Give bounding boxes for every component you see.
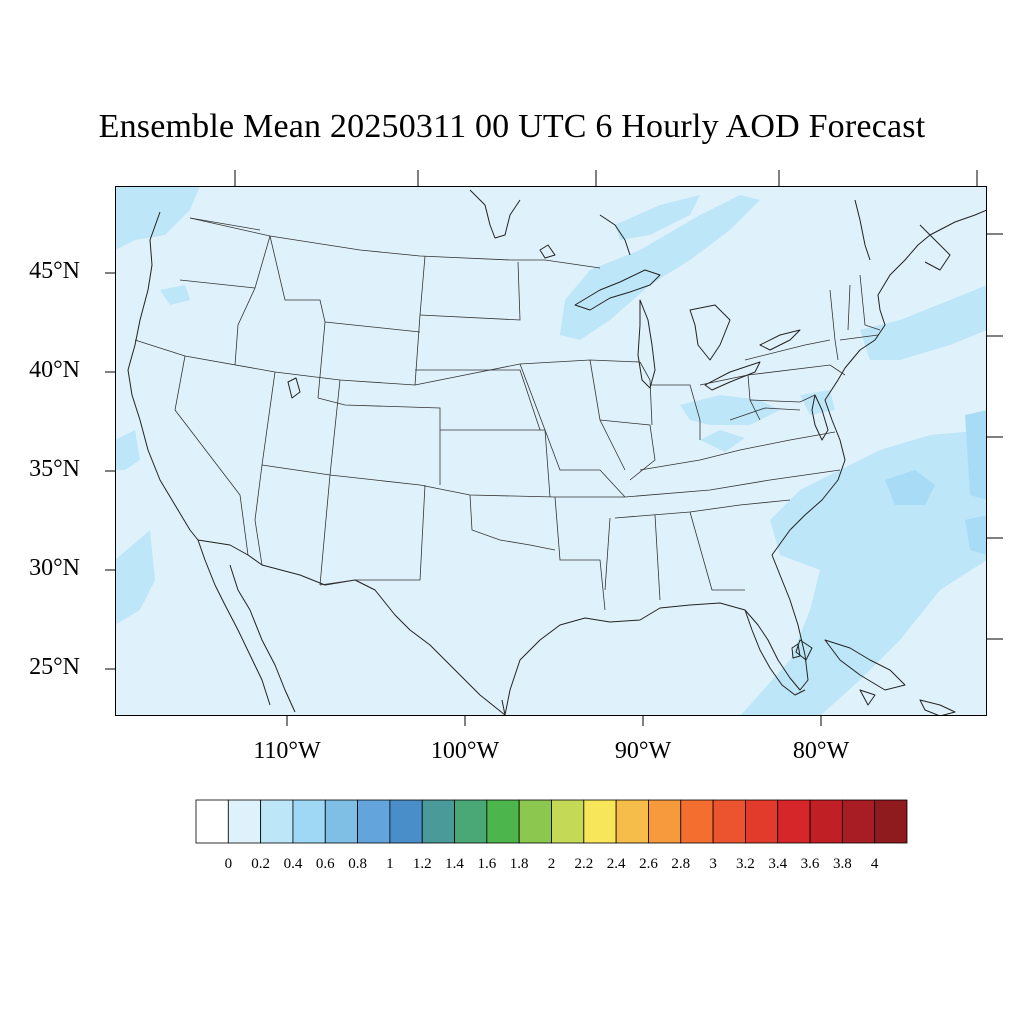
colorbar-swatch: [745, 799, 779, 844]
colorbar-swatch: [809, 799, 843, 844]
colorbar-tick-label: 3.2: [736, 856, 755, 872]
colorbar-swatch: [486, 799, 520, 844]
colorbar-swatch: [260, 799, 294, 844]
colorbar-swatch: [454, 799, 488, 844]
colorbar-swatch: [841, 799, 876, 844]
colorbar-swatch: [680, 799, 714, 844]
page-title: Ensemble Mean 20250311 00 UTC 6 Hourly A…: [98, 108, 926, 145]
lat-label-40n: 40°N: [29, 357, 80, 383]
colorbar-tick-label: 1.8: [509, 856, 529, 872]
colorbar-tick-label: 0.8: [348, 856, 367, 872]
colorbar-tick-label: 2.6: [639, 856, 658, 872]
colorbar-tick-label: 1.6: [477, 856, 497, 872]
lon-label-100w: 100°W: [430, 738, 500, 764]
colorbar-tick-label: 1.4: [445, 856, 464, 872]
colorbar-tick-label: 1.2: [412, 856, 432, 872]
lon-label-110w: 110°W: [253, 738, 321, 764]
colorbar-swatch: [389, 799, 423, 844]
colorbar-tick-label: 3.6: [800, 856, 820, 872]
colorbar-swatch: [615, 799, 649, 844]
colorbar-tick-label: 1: [386, 856, 394, 872]
state-boundaries: [134, 217, 881, 611]
colorbar-swatch: [292, 799, 326, 844]
colorbar-swatch: [583, 799, 617, 844]
colorbar-swatch: [324, 799, 358, 844]
lon-label-80w: 80°W: [792, 738, 850, 764]
colorbar-swatch: [195, 799, 229, 844]
colorbar-swatch: [551, 799, 585, 844]
colorbar-tick-label: 3.4: [768, 856, 788, 872]
lat-label-30n: 30°N: [29, 555, 80, 581]
aod-plume-cores: [885, 410, 987, 555]
colorbar-tick-label: 0.4: [283, 856, 303, 872]
lon-label-90w: 90°W: [614, 738, 672, 764]
colorbar-swatch: [518, 799, 552, 844]
colorbar-tick-label: 2.2: [574, 856, 594, 872]
colorbar-tick-label: 2: [547, 856, 556, 872]
axis-ticks: [105, 170, 1003, 726]
colorbar-swatch: [648, 799, 682, 844]
colorbar-swatch: [227, 799, 262, 844]
colorbar-swatch: [874, 799, 908, 844]
colorbar-tick-label: 0.2: [251, 856, 270, 872]
colorbar-tick-label: 2.4: [606, 856, 626, 872]
colorbar-swatch: [712, 799, 746, 844]
colorbar-swatch: [777, 799, 811, 844]
colorbar-swatch: [421, 799, 455, 844]
colorbar-tick-label: 4: [870, 856, 879, 872]
colorbar-tick-label: 0.6: [315, 856, 335, 872]
colorbar-swatch: [357, 799, 391, 844]
colorbar-tick-label: 3.8: [832, 856, 852, 872]
colorbar-tick-label: 0: [224, 856, 233, 872]
colorbar: [195, 799, 908, 844]
colorbar-tick-label: 2.8: [671, 856, 691, 872]
lat-label-45n: 45°N: [29, 258, 80, 284]
map-frame: [115, 186, 987, 716]
coastlines: [127, 189, 987, 716]
colorbar-tick-label: 3: [709, 856, 717, 872]
lat-label-25n: 25°N: [29, 654, 80, 680]
lat-label-35n: 35°N: [29, 456, 80, 482]
